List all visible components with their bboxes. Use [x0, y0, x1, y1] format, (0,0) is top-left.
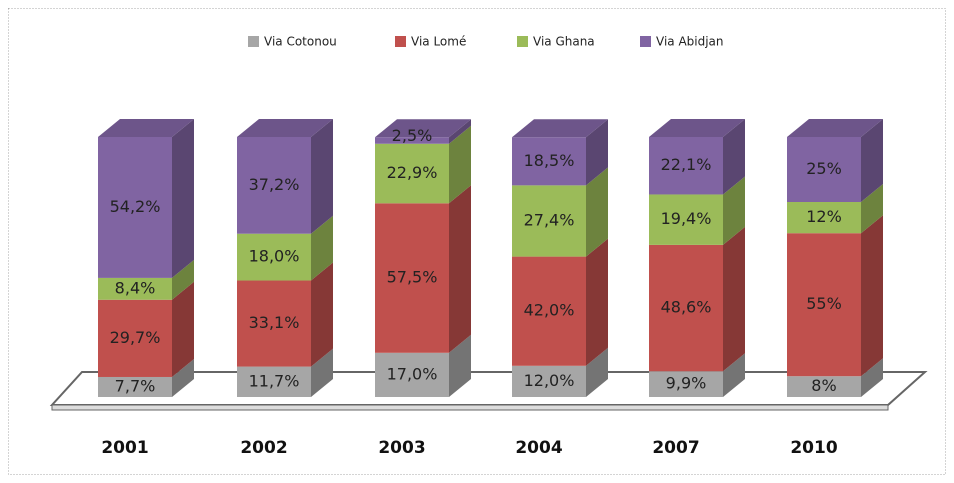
bar-side — [723, 119, 745, 195]
bar-side — [723, 353, 745, 397]
bar — [375, 203, 449, 353]
value-label: 37,2% — [249, 175, 300, 194]
legend-label: Via Abidjan — [656, 35, 724, 49]
x-tick-label: 2007 — [652, 438, 699, 458]
bar — [787, 376, 861, 397]
bar-side — [586, 119, 608, 186]
bar-side — [861, 215, 883, 377]
value-label: 25% — [806, 159, 842, 178]
bar — [237, 137, 311, 234]
bar — [787, 233, 861, 377]
x-tick-label: 2010 — [790, 438, 837, 458]
bar-side — [172, 358, 194, 397]
value-label: 42,0% — [524, 301, 575, 320]
value-label: 22,9% — [387, 163, 438, 182]
value-label: 17,0% — [387, 364, 438, 383]
x-tick-label: 2004 — [515, 438, 562, 458]
bar — [98, 277, 172, 300]
value-label: 12% — [806, 207, 842, 226]
x-tick-label: 2001 — [101, 438, 148, 458]
legend-label: Via Cotonou — [264, 35, 337, 49]
bar-side — [861, 358, 883, 397]
bar-side — [311, 215, 333, 281]
bar — [512, 256, 586, 366]
bar — [512, 137, 586, 186]
legend-swatch — [517, 36, 528, 47]
bar — [649, 194, 723, 245]
bar-side — [586, 167, 608, 257]
bar-side — [449, 119, 471, 144]
bar-side — [311, 119, 333, 234]
bar-side — [449, 185, 471, 353]
bar-side — [449, 125, 471, 204]
bar — [649, 244, 723, 372]
value-label: 18,0% — [249, 247, 300, 266]
bar — [98, 376, 172, 397]
bar — [787, 137, 861, 202]
value-label: 55% — [806, 294, 842, 313]
bar-side — [861, 119, 883, 202]
bar-top — [98, 119, 194, 137]
value-label: 19,4% — [661, 209, 712, 228]
bar-side — [172, 119, 194, 278]
floor-edge — [51, 404, 889, 411]
bar — [649, 137, 723, 195]
x-tick-label: 2002 — [240, 438, 287, 458]
bar — [375, 137, 449, 144]
bar-side — [311, 262, 333, 367]
value-label: 7,7% — [115, 376, 156, 395]
frame — [8, 8, 946, 475]
value-label: 8,4% — [115, 278, 156, 297]
legend-label: Via Lomé — [411, 35, 466, 49]
bar — [237, 280, 311, 367]
bar-top — [512, 119, 608, 138]
bar-top — [375, 119, 471, 138]
bar — [98, 137, 172, 278]
bar-side — [172, 259, 194, 300]
bar — [512, 365, 586, 397]
value-label: 8% — [811, 376, 836, 395]
bar-side — [172, 281, 194, 377]
bar — [375, 143, 449, 204]
value-label: 29,7% — [110, 328, 161, 347]
value-label: 9,9% — [666, 374, 707, 393]
bar-side — [449, 334, 471, 397]
x-tick-label: 2003 — [378, 438, 425, 458]
bar — [512, 185, 586, 257]
value-label: 18,5% — [524, 151, 575, 170]
value-label: 48,6% — [661, 298, 712, 317]
bar — [787, 202, 861, 234]
bar-side — [723, 176, 745, 245]
value-label: 33,1% — [249, 313, 300, 332]
bar-side — [861, 184, 883, 234]
bar-side — [311, 348, 333, 397]
bar — [375, 352, 449, 397]
bar-top — [649, 119, 745, 137]
value-label: 11,7% — [249, 371, 300, 390]
value-label: 54,2% — [110, 197, 161, 216]
legend-swatch — [640, 36, 651, 47]
legend-swatch — [395, 36, 406, 47]
bar — [237, 366, 311, 397]
bar-side — [586, 238, 608, 366]
value-label: 57,5% — [387, 268, 438, 287]
legend-swatch — [248, 36, 259, 47]
bar — [98, 299, 172, 377]
bar — [237, 233, 311, 281]
bar-top — [787, 119, 883, 137]
bar-side — [723, 226, 745, 372]
bar — [649, 371, 723, 397]
value-label: 22,1% — [661, 155, 712, 174]
value-label: 27,4% — [524, 210, 575, 229]
bar-top — [237, 119, 333, 137]
value-label: 2,5% — [392, 126, 433, 145]
legend-label: Via Ghana — [533, 35, 595, 49]
value-label: 12,0% — [524, 371, 575, 390]
bar-side — [586, 347, 608, 397]
